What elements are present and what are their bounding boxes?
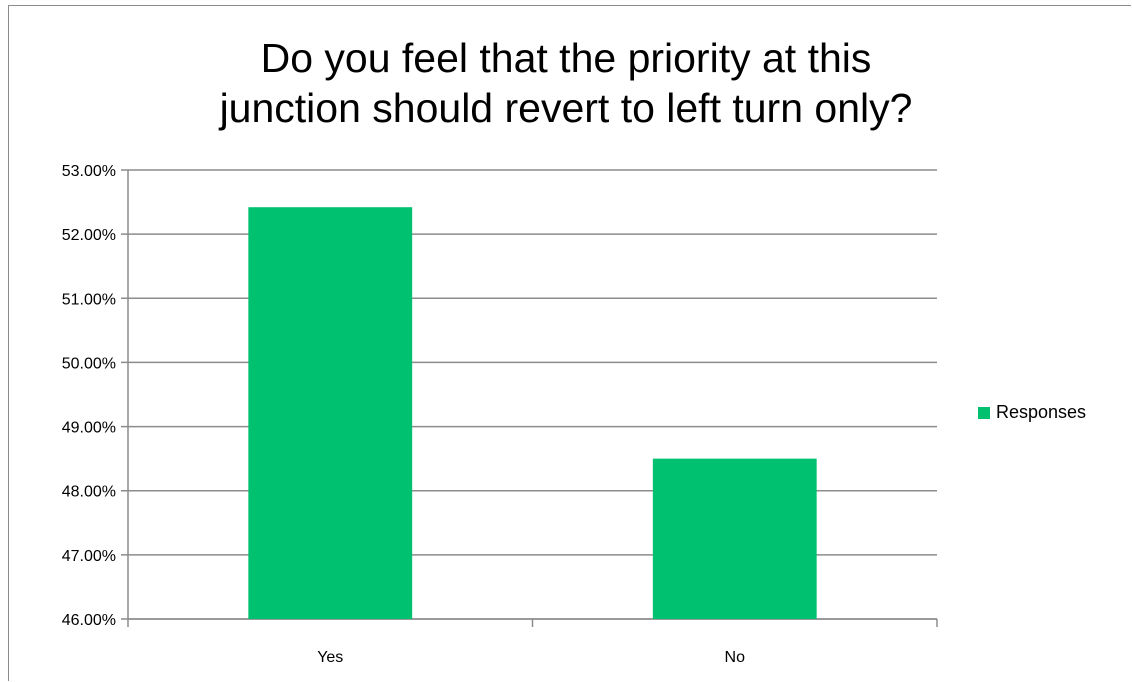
x-tick-label: Yes xyxy=(317,649,343,666)
y-tick-label: 47.00% xyxy=(62,548,116,565)
legend: Responses xyxy=(978,402,1086,423)
y-tick-label: 53.00% xyxy=(62,163,116,180)
y-tick-label: 52.00% xyxy=(62,227,116,244)
x-tick-label: No xyxy=(725,649,746,666)
y-tick-label: 48.00% xyxy=(62,484,116,501)
y-tick-label: 51.00% xyxy=(62,291,116,308)
chart-title: Do you feel that the priority at this ju… xyxy=(219,35,913,131)
y-tick-label: 50.00% xyxy=(62,355,116,372)
bar-no xyxy=(652,458,817,619)
y-tick-label: 49.00% xyxy=(62,420,116,437)
legend-label-responses: Responses xyxy=(996,402,1087,422)
chart-frame xyxy=(8,5,1131,681)
bar-yes xyxy=(248,207,413,619)
y-tick-label: 46.00% xyxy=(62,612,116,629)
legend-swatch-responses xyxy=(978,406,990,419)
